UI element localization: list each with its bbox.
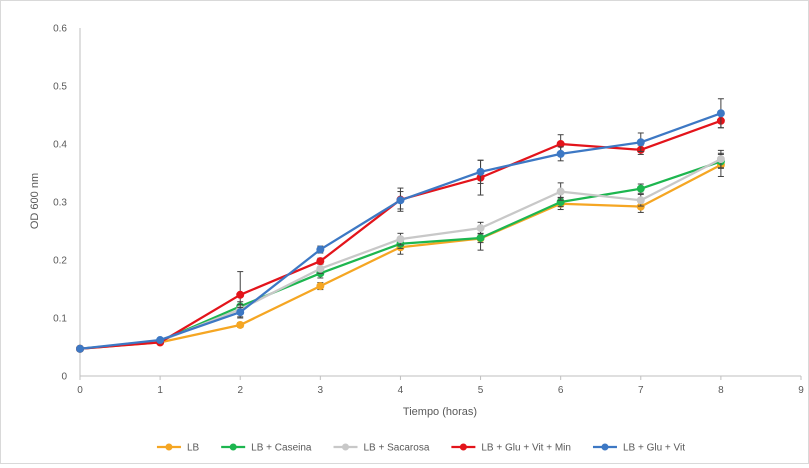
legend-item: LB + Glu + Vit + Min <box>451 443 571 454</box>
x-tick-label: 2 <box>237 385 243 396</box>
x-tick-label: 0 <box>77 385 83 396</box>
x-tick-label: 5 <box>478 385 484 396</box>
data-point <box>476 167 485 176</box>
series-lb-glu-vit <box>76 98 725 353</box>
legend-swatch-marker <box>459 443 467 451</box>
legend-swatch-marker <box>229 443 237 451</box>
legend-swatch-marker <box>601 443 609 451</box>
legend-label: LB + Glu + Vit + Min <box>481 443 571 454</box>
data-point <box>396 196 405 205</box>
data-point <box>556 187 565 196</box>
legend-item: LB <box>156 443 200 454</box>
series-lb <box>76 152 725 353</box>
data-point <box>156 336 165 345</box>
legend-swatch-marker <box>165 443 173 451</box>
legend-label: LB + Caseina <box>251 443 312 454</box>
data-point <box>76 344 84 353</box>
data-point <box>236 290 245 299</box>
y-tick-label: 0.3 <box>53 198 67 209</box>
data-point <box>316 282 325 291</box>
data-point <box>476 233 485 242</box>
data-point <box>636 184 645 193</box>
x-tick-label: 7 <box>638 385 644 396</box>
axes: 0 0.1 0.2 0.3 0.4 0.5 0.6 0 1 2 3 4 5 6 7 8 9 <box>53 24 804 397</box>
data-point <box>236 320 245 329</box>
data-point <box>316 257 325 266</box>
legend-label: LB <box>187 443 200 454</box>
legend: LB LB + Caseina LB + Sacarosa LB + Glu + Vi… <box>156 443 685 454</box>
legend-item: LB + Glu + Vit <box>592 443 685 454</box>
y-tick-label: 0 <box>61 372 67 383</box>
legend-item: LB + Sacarosa <box>333 443 430 454</box>
data-point <box>316 245 325 254</box>
data-point <box>636 196 645 205</box>
x-tick-label: 1 <box>157 385 163 396</box>
y-axis-title: OD 600 nm <box>29 173 41 229</box>
data-point <box>636 138 645 147</box>
y-tick-label: 0.5 <box>53 82 67 93</box>
data-point <box>716 109 725 118</box>
series-group <box>76 98 725 353</box>
x-tick-label: 3 <box>318 385 324 396</box>
x-tick-label: 8 <box>718 385 724 396</box>
legend-label: LB + Glu + Vit <box>623 443 685 454</box>
y-tick-label: 0.6 <box>53 24 67 35</box>
y-tick-label: 0.1 <box>53 314 67 325</box>
data-point <box>396 235 405 244</box>
x-axis-title: Tiempo (horas) <box>403 406 477 418</box>
data-point <box>316 264 325 273</box>
y-tick-label: 0.2 <box>53 256 67 267</box>
legend-item: LB + Caseina <box>221 443 312 454</box>
data-point <box>476 224 485 233</box>
x-tick-label: 9 <box>798 385 804 396</box>
x-tick-label: 6 <box>558 385 564 396</box>
data-point <box>556 149 565 158</box>
legend-swatch-marker <box>342 443 350 451</box>
data-point <box>716 155 725 164</box>
x-tick-label: 4 <box>398 385 404 396</box>
legend-label: LB + Sacarosa <box>364 443 430 454</box>
data-point <box>236 308 245 317</box>
y-tick-label: 0.4 <box>53 140 67 151</box>
